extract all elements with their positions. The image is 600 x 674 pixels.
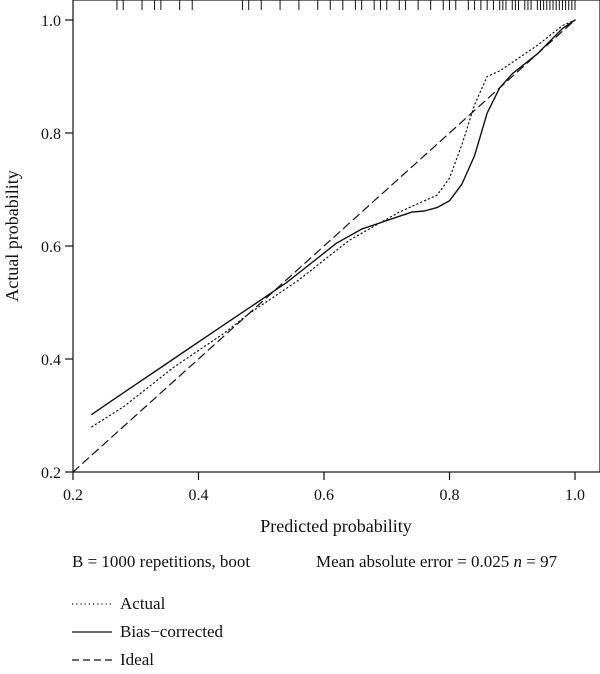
dashed-line-swatch xyxy=(72,659,112,661)
ideal-line xyxy=(72,19,576,473)
legend-item-bias-corrected: Bias−corrected xyxy=(72,622,223,642)
legend-label-actual: Actual xyxy=(120,594,166,613)
bootstrap-note: B = 1000 repetitions, boot xyxy=(72,552,251,571)
x-tick-label: 0.8 xyxy=(440,487,460,504)
y-tick-label: 0.8 xyxy=(41,126,61,143)
legend-label-ideal: Ideal xyxy=(120,650,154,669)
actual-line xyxy=(91,19,576,428)
x-axis-ticks: 0.2 0.4 0.6 0.8 1.0 xyxy=(63,472,585,504)
error-note-text: Mean absolute error = 0.025 xyxy=(316,552,514,571)
plot-frame xyxy=(72,0,600,473)
series-lines xyxy=(72,19,576,473)
legend-item-ideal: Ideal xyxy=(72,650,154,670)
y-tick-label: 0.4 xyxy=(41,352,61,369)
x-tick-label: 0.2 xyxy=(63,487,83,504)
y-tick-label: 1.0 xyxy=(41,13,61,30)
y-tick-label: 0.6 xyxy=(41,239,61,256)
x-tick-label: 0.4 xyxy=(189,487,209,504)
legend-item-actual: Actual xyxy=(72,594,165,614)
n-symbol: n xyxy=(513,552,522,571)
y-tick-label: 0.2 xyxy=(41,465,61,482)
legend-label-bias-corrected: Bias−corrected xyxy=(120,622,224,641)
bias-corrected-line xyxy=(91,19,576,416)
x-tick-label: 0.6 xyxy=(314,487,334,504)
x-tick-label: 1.0 xyxy=(565,487,585,504)
y-axis-ticks: 0.2 0.4 0.6 0.8 1.0 xyxy=(41,13,73,482)
y-axis-label: Actual probability xyxy=(2,170,22,301)
n-value: = 97 xyxy=(521,552,558,571)
error-note: Mean absolute error = 0.025 n = 97 xyxy=(316,552,557,572)
rug-marks xyxy=(116,0,576,10)
x-axis-label: Predicted probability xyxy=(260,516,411,536)
solid-line-swatch xyxy=(72,631,112,633)
dotted-line-swatch xyxy=(72,603,112,605)
